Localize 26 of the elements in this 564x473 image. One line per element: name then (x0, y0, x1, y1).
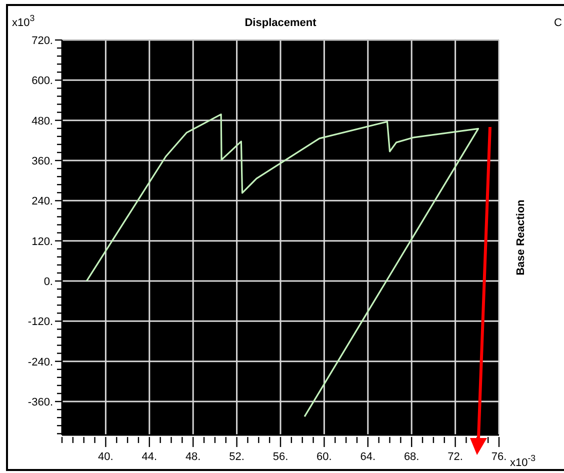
text: C (554, 17, 562, 29)
y-tick-label: -360. (28, 396, 53, 409)
y-tick-label: -240. (28, 356, 53, 368)
y-tick-label: 480. (32, 115, 53, 128)
x-tick-label: 52. (229, 451, 244, 463)
x-tick-label: 68. (404, 451, 420, 463)
y-tick-label: 0. (44, 276, 53, 288)
y-tick-label: 720. (32, 35, 53, 47)
x-tick-label: 48. (185, 451, 201, 463)
y-tick-label: 240. (32, 196, 53, 208)
x-tick-label: 64. (360, 451, 376, 463)
y-axis-title: Base Reaction (515, 199, 527, 276)
line-series (86, 114, 480, 418)
x-tick-label: 44. (142, 451, 158, 463)
y-tick-label: 360. (32, 156, 53, 168)
text: x10$^{3}$ (12, 13, 35, 29)
y-tick-label: 600. (32, 75, 53, 88)
chart-title: Displacement (244, 17, 317, 29)
text: x10$^{-3}$ (510, 453, 536, 469)
y-tick-label: 120. (32, 236, 53, 248)
x-tick-label: 72. (448, 451, 463, 463)
x-tick-label: 40. (98, 451, 114, 463)
x-tick-label: 60. (316, 451, 332, 463)
x-tick-label: 76. (491, 451, 507, 463)
y-tick-label: -120. (28, 316, 53, 328)
x-tick-label: 56. (272, 451, 288, 463)
